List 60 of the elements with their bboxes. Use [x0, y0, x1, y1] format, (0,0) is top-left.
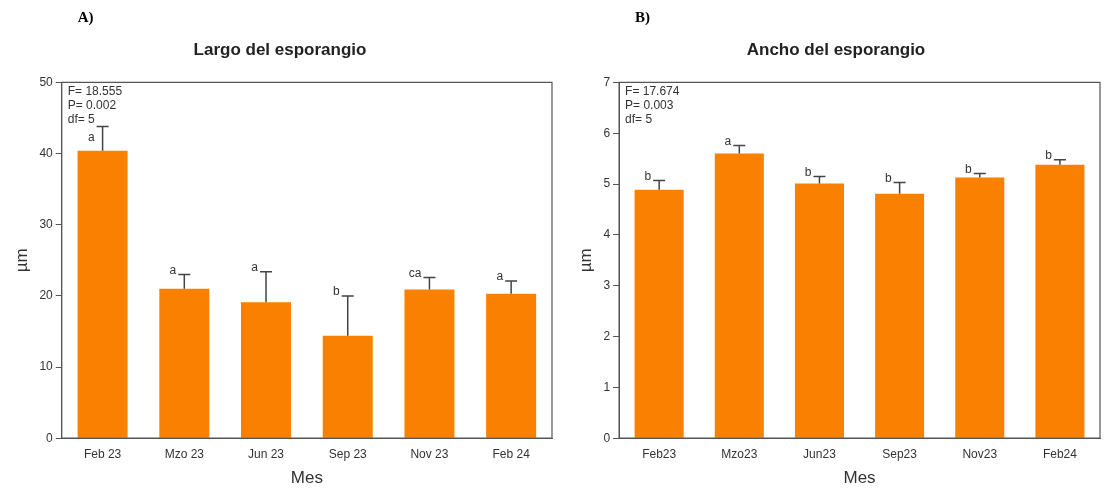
bar — [241, 302, 292, 438]
x-tick-label: Jun23 — [803, 446, 837, 461]
bar — [404, 289, 455, 438]
y-tick-label: 10 — [39, 359, 54, 374]
text: A) — [77, 8, 94, 26]
x-tick-label: Feb 23 — [83, 446, 122, 461]
x-tick-label: Nov23 — [962, 446, 998, 461]
y-tick-label: 50 — [39, 74, 54, 89]
y-tick-label: 5 — [603, 176, 611, 191]
y-tick-label: 30 — [39, 217, 54, 232]
annotation: b — [1045, 147, 1053, 162]
annotation: b — [333, 284, 341, 299]
bar — [955, 177, 1005, 438]
x-tick-label: Jun 23 — [248, 446, 285, 461]
x-tick-label: Nov 23 — [410, 446, 449, 461]
y-tick-label: 1 — [603, 379, 611, 394]
x-tick-label: Feb24 — [1042, 446, 1078, 461]
annotation: ca — [408, 265, 422, 280]
y-tick-label: 2 — [603, 328, 611, 343]
bar — [875, 193, 925, 438]
annotation: b — [884, 170, 892, 185]
bar — [322, 335, 373, 438]
annotation: a — [496, 269, 504, 284]
chart-title: Ancho del esporangio — [746, 39, 926, 59]
annotation: F= 17.674 P= 0.003 df= 5 — [625, 83, 680, 126]
y-tick-label: 7 — [603, 74, 611, 89]
x-tick-label: Mzo 23 — [164, 446, 205, 461]
bar — [486, 293, 537, 438]
x-tick-label: Feb 24 — [492, 446, 531, 461]
y-tick-label: 4 — [603, 227, 611, 242]
annotation: a — [251, 260, 259, 274]
annotation: a — [87, 130, 95, 145]
bar — [159, 288, 210, 438]
annotation: b — [644, 168, 652, 183]
annotation: F= 18.555 P= 0.002 df= 5 — [67, 83, 123, 126]
y-axis-title: µm — [11, 248, 31, 273]
x-tick-label: Feb23 — [642, 446, 677, 461]
y-tick-label: 40 — [39, 145, 54, 160]
y-tick-label: 20 — [39, 288, 54, 303]
bar — [77, 150, 128, 438]
x-tick-label: Sep23 — [882, 446, 918, 461]
x-tick-label: Mzo23 — [721, 446, 758, 461]
y-tick-label: 3 — [603, 278, 611, 293]
y-axis-title: µm — [575, 248, 595, 273]
y-tick-label: 0 — [603, 430, 611, 445]
bar — [1035, 164, 1085, 438]
x-axis-title: Mes — [290, 468, 323, 488]
annotation: b — [804, 164, 812, 179]
annotation: b — [965, 161, 973, 176]
chart-title: Largo del esporangio — [193, 39, 367, 59]
x-axis-title: Mes — [843, 468, 876, 488]
bar — [794, 183, 844, 438]
text: B) — [635, 8, 651, 26]
y-tick-label: 0 — [46, 430, 54, 445]
y-tick-label: 6 — [603, 125, 611, 140]
annotation: a — [724, 133, 732, 148]
bar — [634, 189, 684, 438]
x-tick-label: Sep 23 — [328, 446, 368, 461]
bar — [714, 153, 764, 438]
annotation: a — [169, 262, 177, 277]
